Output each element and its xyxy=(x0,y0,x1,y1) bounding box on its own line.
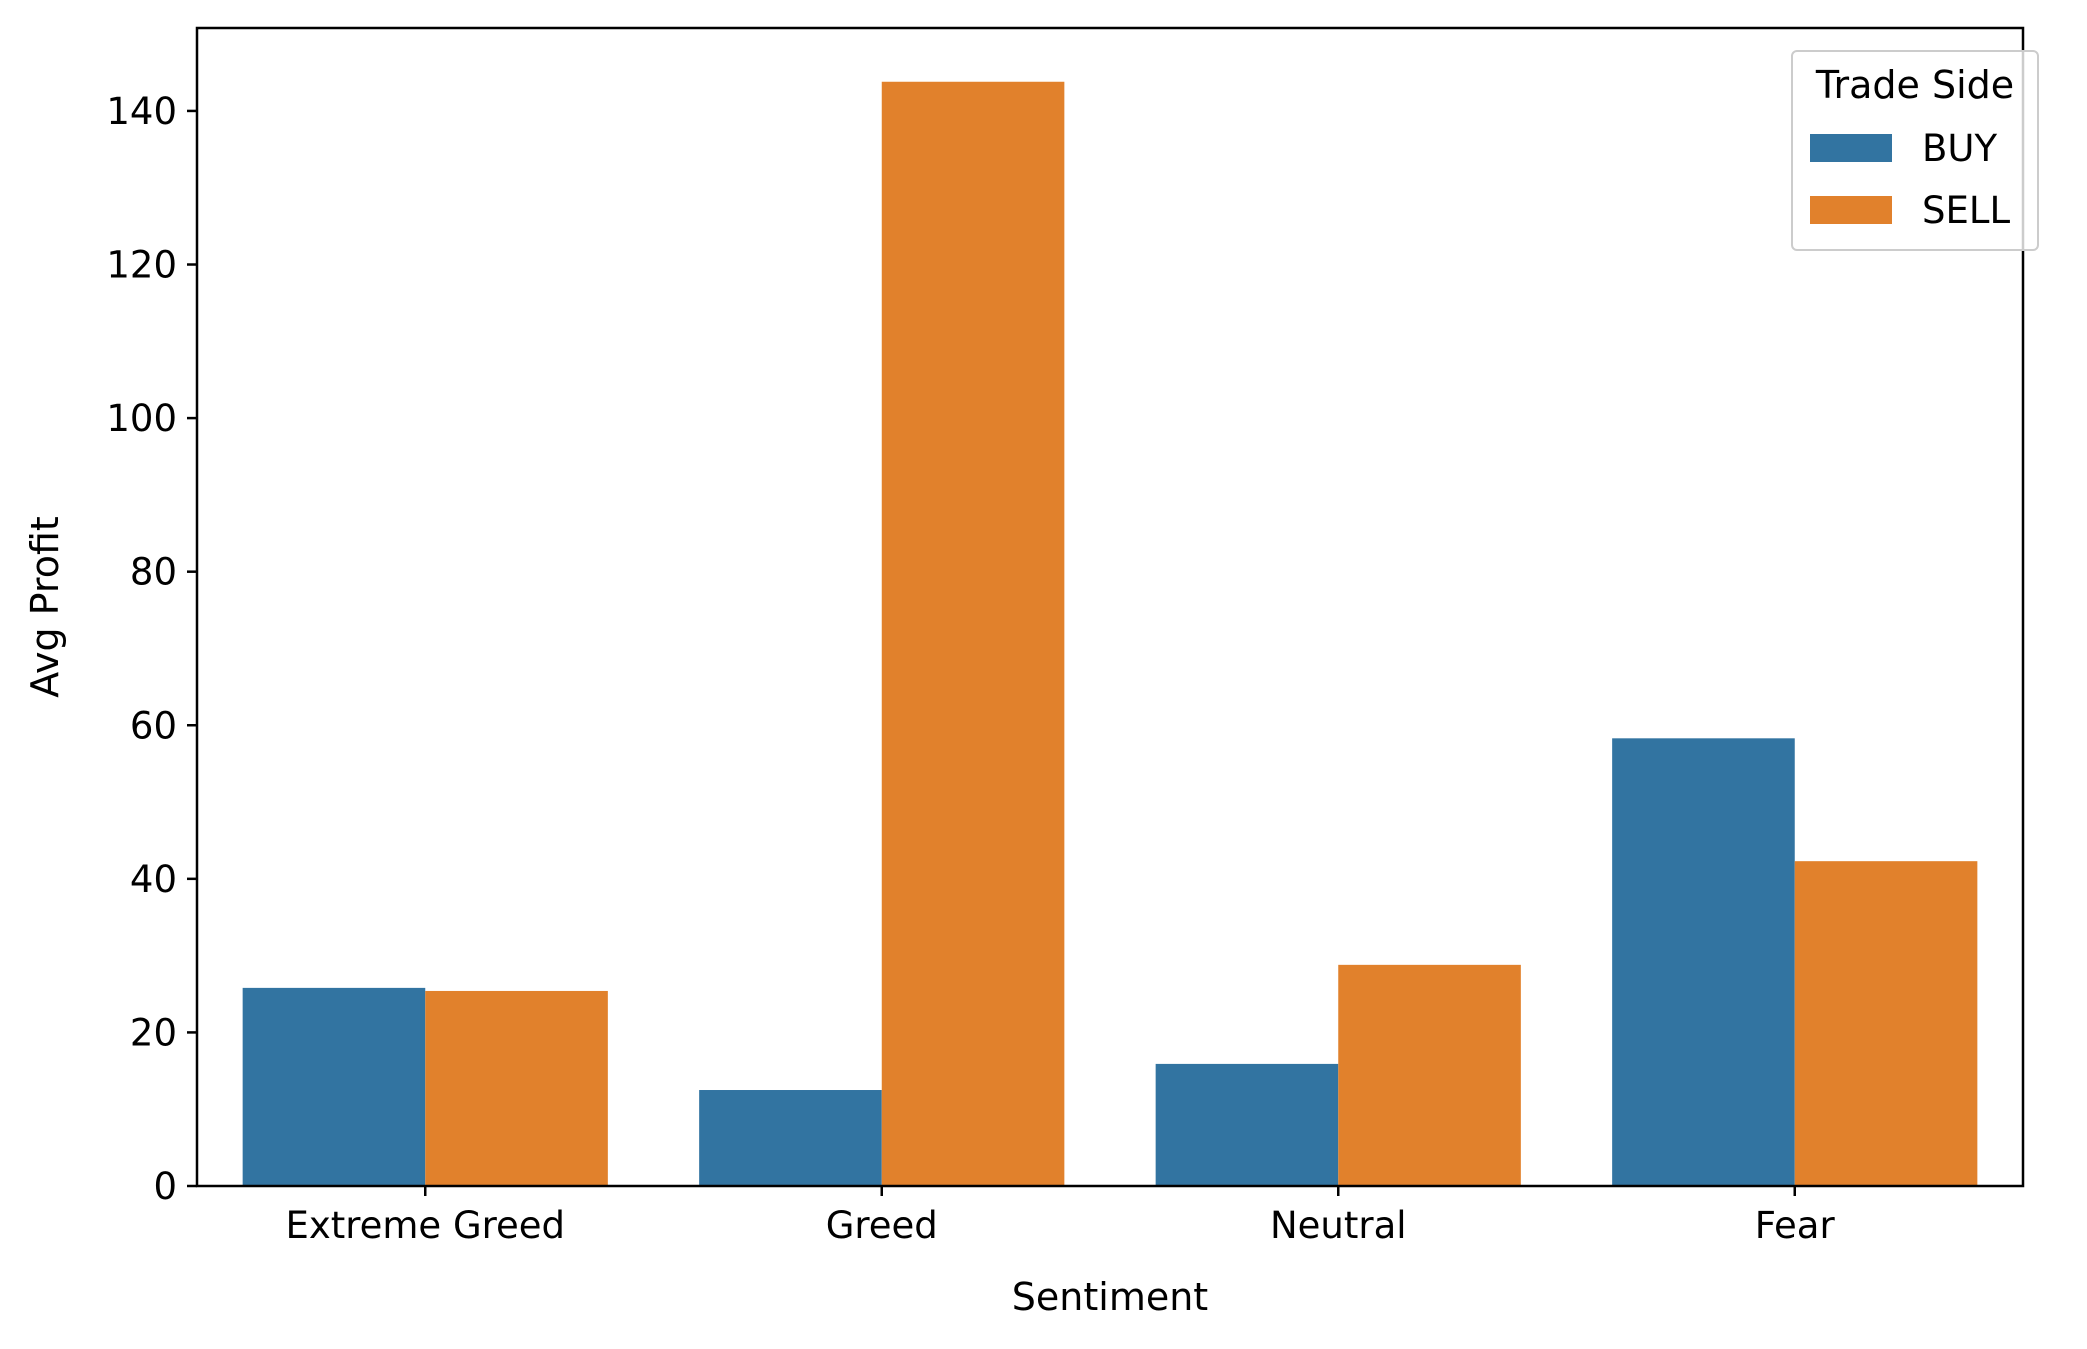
legend-label-sell: SELL xyxy=(1922,189,2010,232)
y-tick-label: 120 xyxy=(106,244,177,287)
y-axis: 0 20 40 60 80 100 120 140 xyxy=(106,90,197,1208)
x-tick-label: Greed xyxy=(826,1204,938,1247)
bar-buy-neutral xyxy=(1155,1063,1339,1186)
y-tick-label: 40 xyxy=(130,858,177,901)
bar-sell-extreme-greed xyxy=(425,990,608,1186)
x-axis: Extreme Greed Greed Neutral Fear xyxy=(285,1186,1835,1247)
y-tick-label: 100 xyxy=(106,397,177,440)
y-tick-label: 80 xyxy=(130,551,177,594)
bar-sell-fear xyxy=(1794,861,1978,1186)
bar-sell-neutral xyxy=(1338,964,1521,1186)
legend-title: Trade Side xyxy=(1815,63,2014,107)
x-tick-label: Fear xyxy=(1755,1204,1836,1247)
y-tick-label: 0 xyxy=(153,1165,177,1208)
x-tick-label: Extreme Greed xyxy=(285,1204,565,1247)
y-axis-title: Avg Profit xyxy=(23,516,67,698)
bar-buy-greed xyxy=(699,1090,882,1186)
legend-label-buy: BUY xyxy=(1922,127,1997,170)
y-tick-label: 140 xyxy=(106,90,177,133)
y-tick-label: 60 xyxy=(130,704,177,747)
bar-sell-greed xyxy=(881,81,1065,1187)
y-tick-label: 20 xyxy=(130,1011,177,1054)
bar-buy-fear xyxy=(1612,738,1795,1186)
x-axis-title: Sentiment xyxy=(1012,1275,1208,1319)
bars-layer xyxy=(242,81,1978,1187)
bar-buy-extreme-greed xyxy=(242,987,426,1186)
plot-frame xyxy=(195,26,2025,1188)
legend-items: BUY SELL xyxy=(1810,127,2010,232)
legend-swatch-buy xyxy=(1810,134,1892,162)
legend: Trade Side BUY SELL xyxy=(1791,50,2039,251)
x-tick-label: Neutral xyxy=(1270,1204,1407,1247)
legend-swatch-sell xyxy=(1810,196,1892,224)
